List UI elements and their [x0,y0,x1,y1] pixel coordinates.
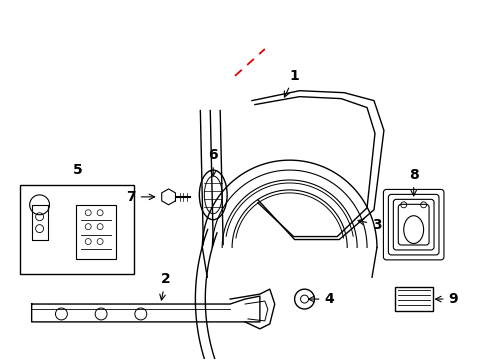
Text: 1: 1 [284,69,299,97]
Text: 4: 4 [308,292,333,306]
Text: 2: 2 [160,272,170,300]
Text: 6: 6 [208,148,218,176]
Bar [20,185,134,274]
Bar [76,205,116,260]
Bar [394,287,432,311]
Text: 8: 8 [408,168,418,196]
Text: 7: 7 [126,190,154,204]
Text: 3: 3 [357,218,381,231]
Text: 9: 9 [435,292,457,306]
Text: 5: 5 [72,163,82,177]
